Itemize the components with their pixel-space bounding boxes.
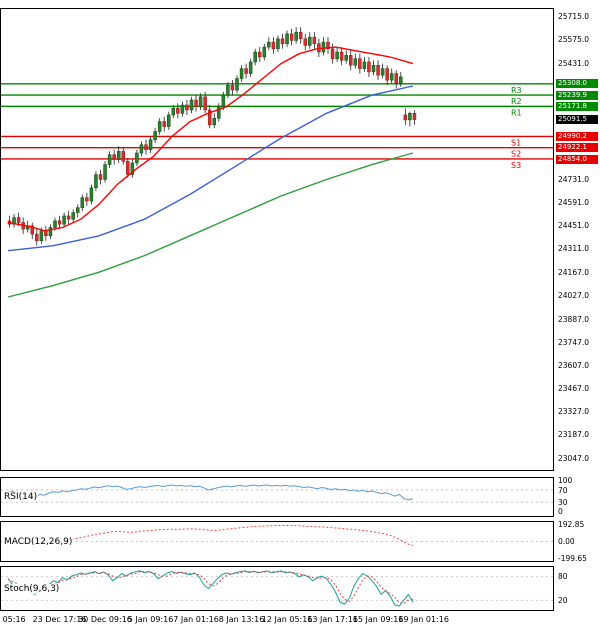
- time-axis-label: 5 Jan 09:16: [127, 615, 174, 624]
- axis-tick-label: 24591.0: [558, 198, 590, 207]
- axis-tick-label: 70: [558, 485, 568, 495]
- axis-tick-label: 24731.0: [558, 174, 590, 184]
- axis-tick-label: 100: [558, 476, 573, 486]
- axis-tick-label: 23747.0: [558, 337, 590, 347]
- candles: [7, 27, 417, 246]
- axis-tick-label: 20: [558, 595, 568, 605]
- pivot-level-label: R2: [511, 97, 522, 106]
- axis-tick-label: 23607.0: [558, 360, 590, 370]
- axis-tick-label: 23047.0: [558, 453, 590, 463]
- stoch-panel[interactable]: Stoch(9,6,3): [0, 566, 554, 611]
- price-badge: 25308.0: [556, 79, 598, 89]
- price-badge: 24854.0: [556, 154, 598, 164]
- axis-tick-label: 25575.0: [558, 35, 590, 45]
- rsi-panel[interactable]: RSI(14): [0, 477, 554, 517]
- time-axis-label: 05:16: [2, 615, 26, 624]
- axis-tick-label: 0: [558, 506, 563, 516]
- time-axis-label: 15 Jan 09:16: [352, 615, 404, 624]
- time-axis-label: 19 Jan 01:16: [398, 615, 449, 624]
- axis-tick-label: 30: [558, 497, 568, 507]
- pivot-level-label: R3: [511, 86, 522, 95]
- stoch-canvas[interactable]: [1, 567, 553, 610]
- time-axis-label: 8 Jan 13:16: [218, 615, 265, 624]
- axis-tick-label: 23187.0: [558, 430, 590, 440]
- macd-label: MACD(12,26,9): [3, 536, 74, 547]
- time-axis-label: 12 Jan 05:16: [261, 615, 313, 624]
- pivot-level-label: S2: [511, 150, 521, 159]
- axis-tick-label: 24451.0: [558, 221, 590, 231]
- axis-tick-label: 192.85: [558, 520, 585, 530]
- axis-tick-label: 23467.0: [558, 384, 590, 394]
- ma-slow-line: [7, 152, 414, 298]
- axis-tick-label: 25715.0: [558, 11, 590, 21]
- axis-tick-label: 25431.0: [558, 59, 590, 68]
- pivot-level-label: R1: [511, 108, 522, 117]
- macd-panel[interactable]: MACD(12,26,9): [0, 521, 554, 562]
- ma-mid-line: [7, 85, 414, 252]
- stoch-label: Stoch(9,6,3): [3, 583, 61, 594]
- price-badge: 25171.8: [556, 101, 598, 111]
- pivot-lines: R3 R2 R1 S1 S2 S3: [1, 83, 553, 170]
- axis-tick-label: 0.00: [558, 537, 575, 546]
- axis-tick-label: 80: [558, 572, 568, 582]
- price-chart-canvas[interactable]: R3 R2 R1 S1 S2 S3: [1, 9, 553, 470]
- time-axis-label: 13 Jan 17:16: [307, 615, 358, 624]
- axis-tick-label: 24311.0: [558, 244, 590, 254]
- time-axis-label: 7 Jan 01:16: [173, 615, 219, 624]
- macd-canvas[interactable]: [1, 522, 553, 561]
- price-axis-gutter: 25715.0 25575.0 25431.0 24731.0 24591.0 24451…: [556, 0, 600, 633]
- axis-tick-label: 23887.0: [558, 314, 590, 324]
- pivot-level-label: S1: [511, 138, 521, 147]
- time-axis: 05:16 23 Dec 17:16 30 Dec 09:16 5 Jan 09:16…: [0, 613, 600, 629]
- pivot-level-label: S3: [511, 161, 521, 170]
- axis-tick-label: 24167.0: [558, 268, 590, 278]
- price-chart-panel[interactable]: R3 R2 R1 S1 S2 S3: [0, 8, 554, 471]
- time-axis-label: 23 Dec 17:16: [32, 615, 87, 624]
- price-badge: 24922.1: [556, 143, 598, 153]
- price-badge: 25091.5: [556, 115, 598, 125]
- time-axis-label: 30 Dec 09:16: [78, 615, 132, 624]
- axis-tick-label: -199.65: [558, 554, 587, 564]
- rsi-label: RSI(14): [3, 492, 39, 502]
- price-badge: 24990.2: [556, 131, 598, 141]
- axis-tick-label: 23327.0: [558, 407, 590, 417]
- price-badge: 25239.9: [556, 90, 598, 100]
- rsi-canvas[interactable]: [1, 478, 553, 516]
- ma-fast-line: [7, 46, 414, 232]
- axis-tick-label: 24027.0: [558, 291, 590, 301]
